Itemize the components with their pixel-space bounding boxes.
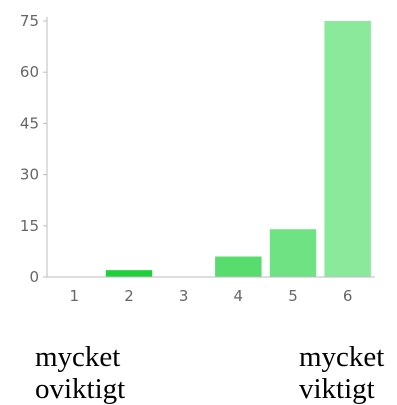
bar-4: [215, 256, 262, 277]
y-tick-label: 75: [20, 12, 39, 30]
x-tick-label: 2: [124, 287, 134, 305]
y-tick-label: 15: [20, 217, 39, 235]
scale-label-high: mycket viktigt: [299, 341, 384, 405]
bars: [105, 21, 371, 277]
bar-6: [324, 21, 371, 277]
y-tick-label: 45: [20, 114, 39, 132]
scale-label-high-line1: mycket: [299, 341, 385, 373]
y-tick-label: 60: [20, 63, 39, 81]
y-tick-label: 30: [20, 166, 39, 184]
x-tick-label: 4: [234, 287, 244, 305]
x-tick-label: 3: [179, 287, 189, 305]
y-axis: 0 15 30 45 60 75: [20, 12, 48, 286]
bar-5: [269, 229, 317, 277]
scale-label-low: mycket oviktigt: [35, 341, 125, 405]
scale-label-low-line2: oviktigt: [35, 373, 126, 405]
scale-label-high-line2: viktigt: [299, 373, 375, 405]
x-tick-label: 1: [70, 287, 80, 305]
x-tick-label: 5: [288, 287, 298, 305]
x-tick-label: 6: [343, 287, 353, 305]
scale-label-low-line1: mycket: [35, 341, 121, 373]
bar-2: [105, 270, 153, 277]
y-tick-label: 0: [29, 268, 39, 286]
x-axis: 1 2 3 4 5 6: [47, 276, 375, 305]
